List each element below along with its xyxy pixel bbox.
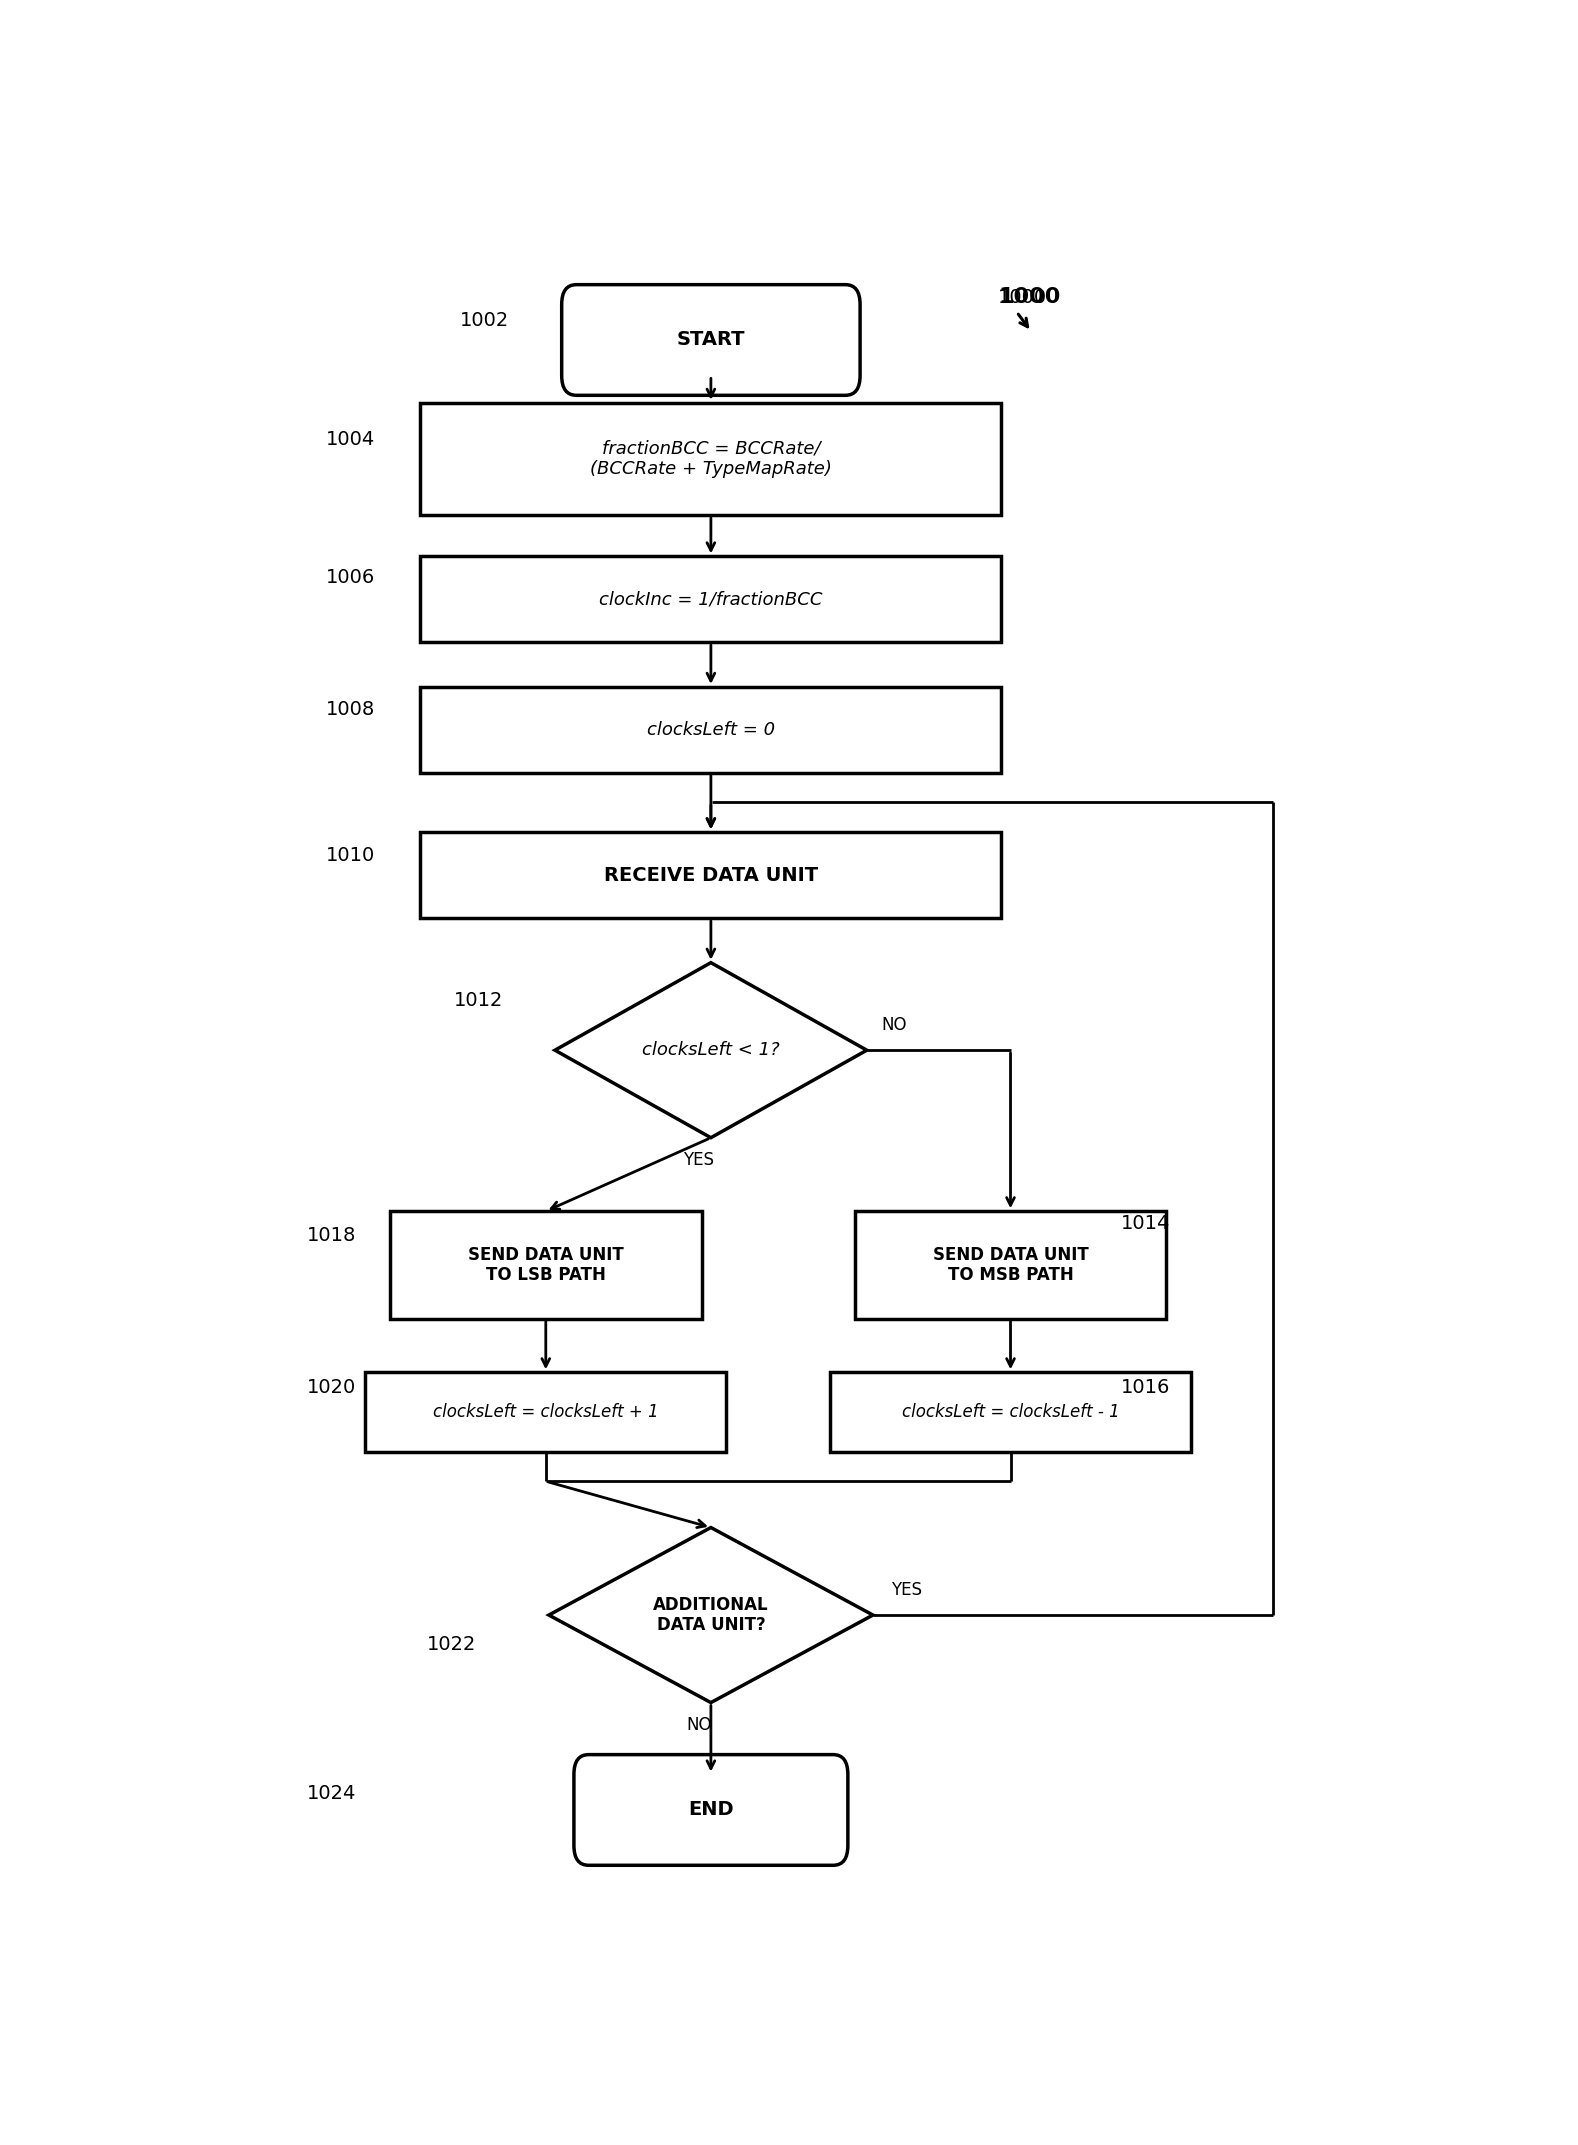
- Text: SEND DATA UNIT
TO MSB PATH: SEND DATA UNIT TO MSB PATH: [933, 1246, 1089, 1285]
- Text: clocksLeft = 0: clocksLeft = 0: [647, 721, 775, 738]
- Text: clocksLeft = clocksLeft + 1: clocksLeft = clocksLeft + 1: [432, 1403, 658, 1420]
- Bar: [366, 1373, 726, 1452]
- Text: YES: YES: [683, 1152, 715, 1169]
- Text: YES: YES: [892, 1581, 922, 1598]
- Bar: [390, 1212, 702, 1319]
- Polygon shape: [555, 963, 866, 1137]
- Text: RECEIVE DATA UNIT: RECEIVE DATA UNIT: [604, 867, 817, 884]
- Text: ADDITIONAL
DATA UNIT?: ADDITIONAL DATA UNIT?: [653, 1596, 768, 1634]
- Text: 1004: 1004: [325, 429, 376, 448]
- Text: NO: NO: [686, 1716, 712, 1733]
- Text: clocksLeft = clocksLeft - 1: clocksLeft = clocksLeft - 1: [901, 1403, 1119, 1420]
- Bar: [855, 1212, 1166, 1319]
- Text: 1006: 1006: [325, 568, 376, 588]
- Text: 1000: 1000: [999, 287, 1060, 307]
- Bar: [420, 403, 1002, 515]
- Bar: [420, 832, 1002, 918]
- Text: 1010: 1010: [325, 845, 376, 864]
- Text: 1014: 1014: [1120, 1214, 1169, 1233]
- Text: 1020: 1020: [308, 1377, 357, 1396]
- FancyBboxPatch shape: [574, 1755, 847, 1866]
- Text: 1018: 1018: [308, 1225, 357, 1244]
- FancyBboxPatch shape: [562, 285, 860, 395]
- Text: 1008: 1008: [325, 701, 376, 719]
- Text: 1000: 1000: [999, 287, 1048, 307]
- Text: clocksLeft < 1?: clocksLeft < 1?: [642, 1040, 780, 1060]
- Text: NO: NO: [882, 1017, 907, 1034]
- Text: 1022: 1022: [428, 1634, 477, 1654]
- Text: SEND DATA UNIT
TO LSB PATH: SEND DATA UNIT TO LSB PATH: [469, 1246, 623, 1285]
- Text: 1024: 1024: [308, 1785, 357, 1804]
- Bar: [420, 556, 1002, 641]
- Bar: [420, 686, 1002, 772]
- Bar: [830, 1373, 1191, 1452]
- Text: 1012: 1012: [454, 991, 503, 1010]
- Text: 1016: 1016: [1120, 1377, 1169, 1396]
- Text: 1002: 1002: [461, 311, 510, 330]
- Text: clockInc = 1/fractionBCC: clockInc = 1/fractionBCC: [600, 590, 822, 609]
- Text: START: START: [677, 330, 745, 350]
- Text: END: END: [688, 1800, 734, 1819]
- Polygon shape: [549, 1527, 873, 1703]
- Text: fractionBCC = BCCRate/
(BCCRate + TypeMapRate): fractionBCC = BCCRate/ (BCCRate + TypeMa…: [590, 440, 832, 478]
